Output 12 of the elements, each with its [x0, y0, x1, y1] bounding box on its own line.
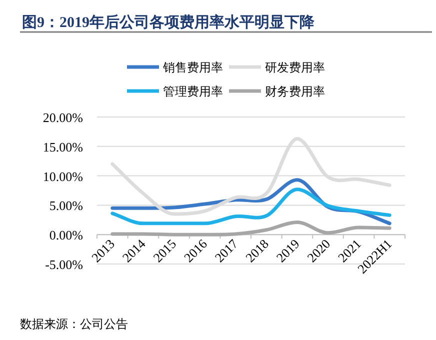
legend-label: 管理费用率 — [163, 84, 223, 98]
chart-title: 图9：2019年后公司各项费用率水平明显下降 — [22, 13, 316, 31]
y-tick-label: 10.00% — [42, 168, 84, 184]
legend-label: 销售费用率 — [162, 60, 223, 74]
y-tick-label: 20.00% — [42, 110, 84, 125]
y-tick-label: 15.00% — [42, 139, 84, 154]
y-tick-label: 0.00% — [49, 228, 84, 243]
y-tick-label: 5.00% — [49, 198, 84, 214]
y-tick-label: -5.00% — [45, 257, 84, 272]
legend-label: 研发费用率 — [265, 60, 325, 74]
legend-label: 财务费用率 — [265, 84, 325, 98]
source-note: 数据来源：公司公告 — [20, 317, 128, 331]
